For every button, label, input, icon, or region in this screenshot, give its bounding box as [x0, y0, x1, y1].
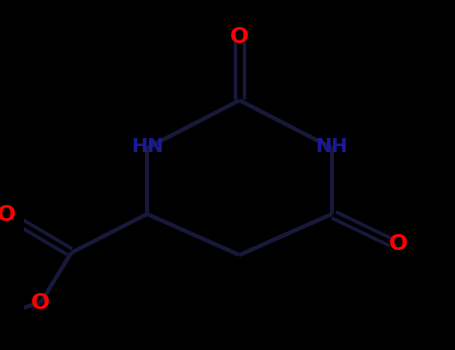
- Text: O: O: [230, 27, 249, 47]
- Text: HN: HN: [131, 137, 163, 156]
- Text: O: O: [31, 293, 50, 313]
- Text: O: O: [389, 233, 407, 254]
- Text: O: O: [0, 204, 16, 225]
- Text: NH: NH: [316, 137, 348, 156]
